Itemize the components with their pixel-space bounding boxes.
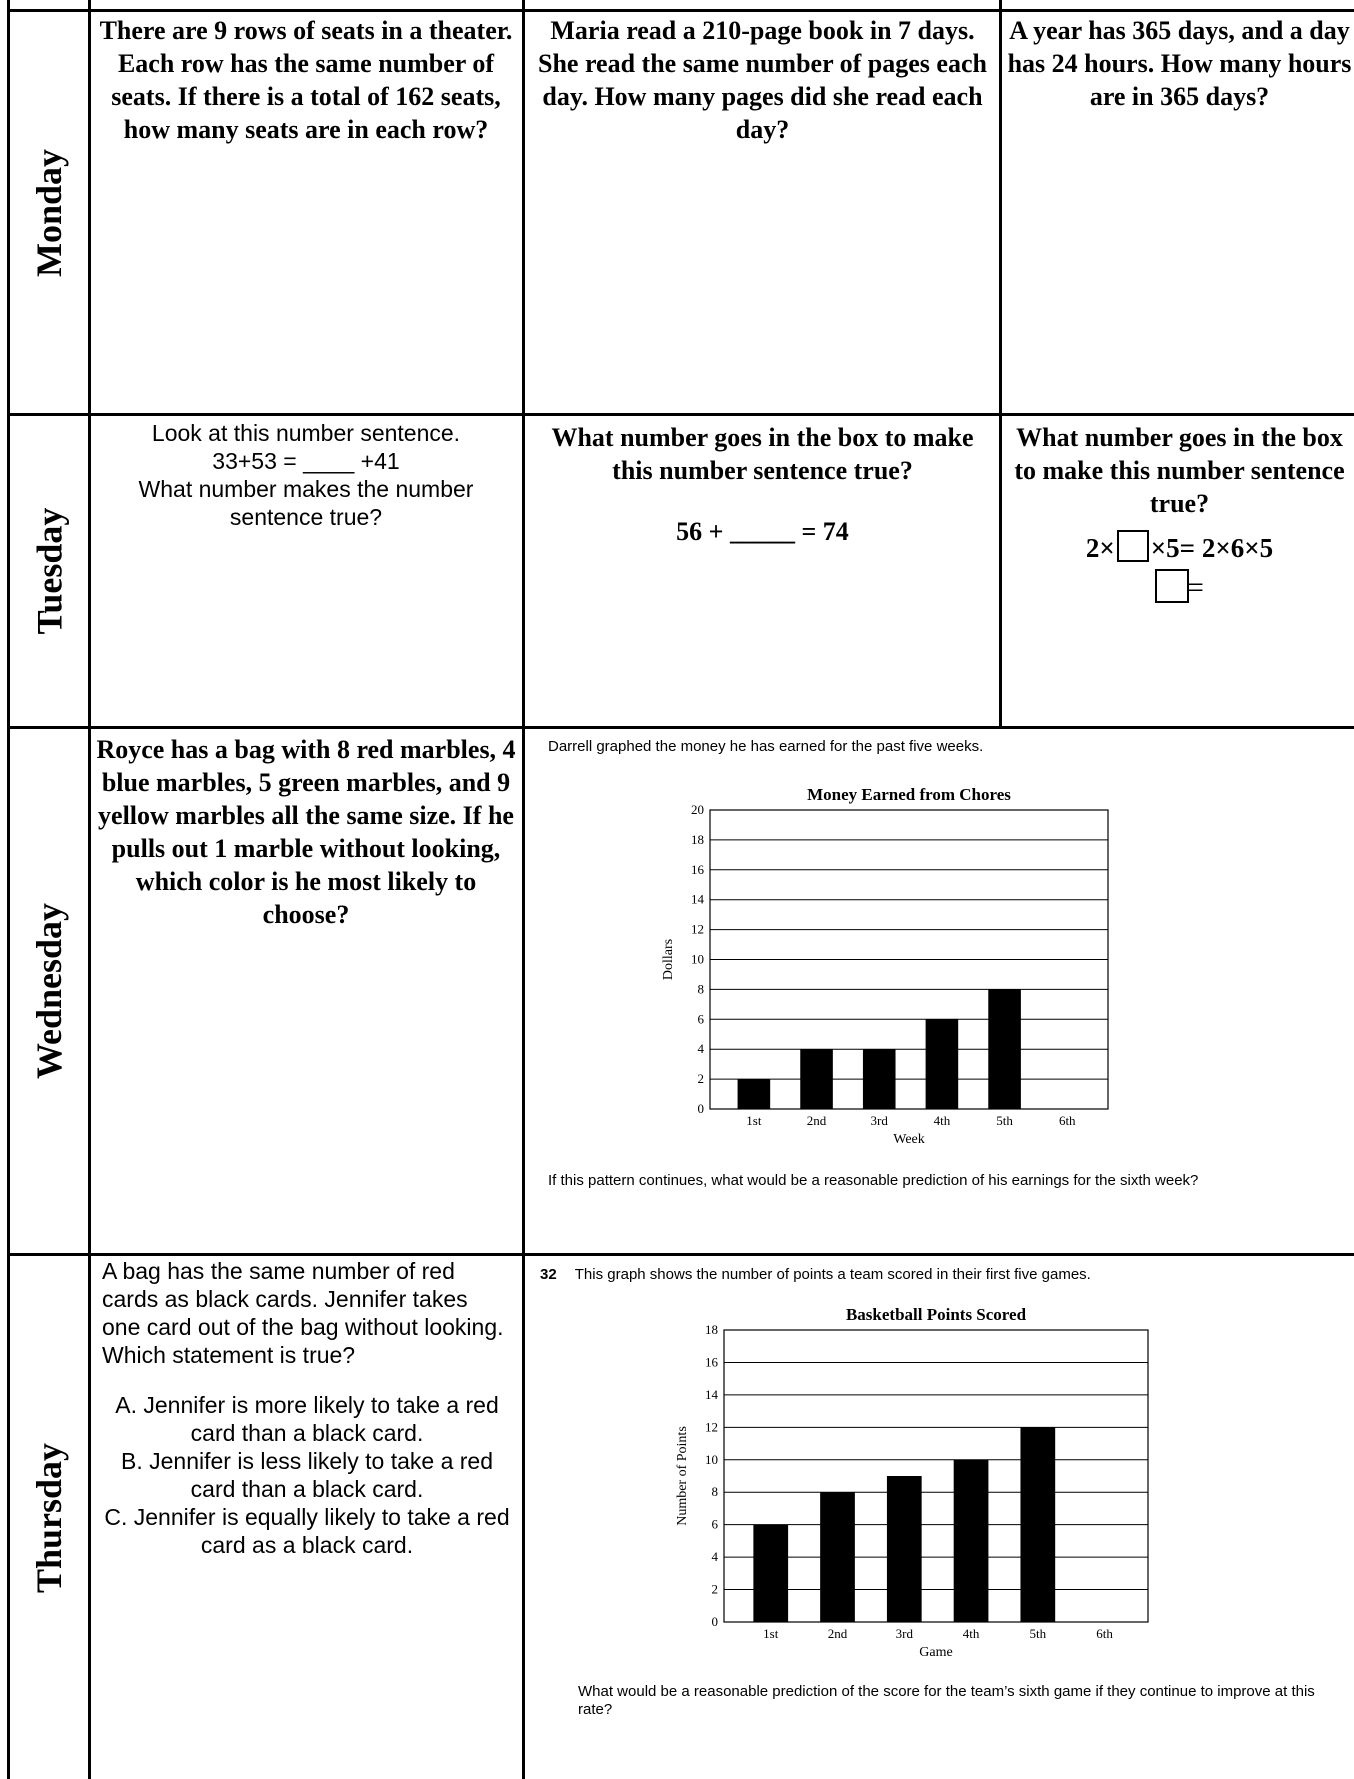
- thursday-question-1: A bag has the same number of red cards a…: [102, 1257, 512, 1559]
- y-tick-label: 4: [712, 1549, 719, 1564]
- plot-frame: [709, 809, 1109, 1110]
- y-tick-label: 2: [698, 1071, 705, 1086]
- monday-question-2: Maria read a 210-page book in 7 days. Sh…: [538, 16, 987, 144]
- x-tick-label: 6th: [1059, 1113, 1076, 1128]
- bar-4th: [925, 1019, 959, 1109]
- x-tick-label: 3rd: [896, 1626, 914, 1641]
- grid-line-row-3: [7, 1253, 1354, 1256]
- grid-line-column-3: [999, 0, 1002, 728]
- box-equals-line: =: [1007, 569, 1352, 606]
- plot-frame: [723, 1329, 1149, 1623]
- y-tick-label: 0: [698, 1101, 705, 1116]
- tuesday-question-1: Look at this number sentence. 33+53 = __…: [138, 420, 474, 530]
- day-label-wednesday: Wednesday: [29, 902, 70, 1080]
- y-tick-label: 0: [712, 1614, 719, 1629]
- bar-1st: [737, 1079, 771, 1109]
- answer-choices: A. Jennifer is more likely to take a red…: [102, 1391, 512, 1559]
- bar-3rd: [862, 1049, 896, 1109]
- y-tick-label: 14: [705, 1387, 719, 1402]
- choice-a: A. Jennifer is more likely to take a red…: [115, 1392, 499, 1446]
- chart-title: Money Earned from Chores: [807, 785, 1011, 804]
- grid-line-day-column: [88, 0, 91, 1779]
- monday-question-1: There are 9 rows of seats in a theater. …: [99, 16, 513, 144]
- y-tick-label: 18: [691, 832, 704, 847]
- money-earned-chart: Money Earned from Chores 0 2 4 6 8 10 12 14 16 18 2…: [661, 785, 1109, 1147]
- x-tick-label: 5th: [1030, 1626, 1047, 1641]
- bar-1st: [753, 1524, 789, 1622]
- bar-5th: [1020, 1427, 1056, 1622]
- question-number: 32: [540, 1266, 557, 1283]
- x-tick-label: 1st: [763, 1626, 779, 1641]
- tuesday-question-2: What number goes in the box to make this…: [530, 421, 995, 548]
- y-axis-label: Number of Points: [675, 1426, 690, 1526]
- y-tick-label: 8: [698, 981, 705, 996]
- day-label-thursday: Thursday: [29, 1442, 70, 1593]
- wednesday-question-1: Royce has a bag with 8 red marbles, 4 bl…: [96, 735, 516, 929]
- day-label-tuesday: Tuesday: [29, 507, 69, 635]
- bar-3rd: [886, 1476, 922, 1622]
- tuesday-equation: 56 + _____ = 74: [676, 517, 849, 546]
- basketball-points-chart: Basketball Points Scored 0 2 4 6 8 10 12 14 16 18 1…: [675, 1305, 1149, 1660]
- grid-line-left: [7, 0, 10, 1779]
- monday-question-3: A year has 365 days, and a day has 24 ho…: [1007, 16, 1352, 111]
- tuesday-question-3: What number goes in the box to make this…: [1007, 421, 1352, 606]
- x-axis-label: Game: [919, 1645, 952, 1660]
- grid-line-top: [7, 9, 1354, 12]
- y-tick-label: 4: [698, 1041, 705, 1056]
- y-tick-label: 10: [705, 1452, 718, 1467]
- bar-2nd: [800, 1049, 833, 1109]
- grid-line-row-2: [7, 726, 1354, 729]
- x-tick-label: 4th: [963, 1626, 980, 1641]
- y-tick-label: 8: [712, 1484, 719, 1499]
- box-equation: 2× ×5= 2×6×5: [1007, 530, 1352, 565]
- x-tick-label: 1st: [746, 1113, 762, 1128]
- answer-box-2: [1155, 569, 1190, 603]
- y-tick-label: 16: [705, 1354, 719, 1369]
- x-tick-label: 2nd: [828, 1626, 848, 1641]
- y-tick-label: 14: [691, 892, 705, 907]
- thursday-question-2-prompt: What would be a reasonable prediction of…: [578, 1683, 1315, 1718]
- grid-line-row-1: [7, 413, 1354, 416]
- grid-line-column-2: [522, 0, 525, 1779]
- y-axis-label: Dollars: [661, 939, 676, 980]
- x-tick-label: 6th: [1096, 1626, 1113, 1641]
- y-tick-label: 18: [705, 1322, 718, 1337]
- bar-5th: [988, 989, 1021, 1109]
- y-tick-label: 12: [705, 1419, 718, 1434]
- x-axis-label: Week: [893, 1132, 925, 1147]
- wednesday-question-2-prompt: If this pattern continues, what would be…: [548, 1172, 1199, 1189]
- y-tick-label: 6: [698, 1011, 705, 1026]
- wednesday-question-2: Darrell graphed the money he has earned …: [548, 738, 984, 755]
- bar-2nd: [820, 1492, 855, 1622]
- choice-c: C. Jennifer is equally likely to take a …: [104, 1504, 510, 1558]
- x-tick-label: 5th: [996, 1113, 1013, 1128]
- bar-4th: [953, 1459, 989, 1622]
- choice-b: B. Jennifer is less likely to take a red…: [121, 1448, 493, 1502]
- chart-title: Basketball Points Scored: [846, 1305, 1027, 1324]
- day-label-monday: Monday: [29, 148, 69, 277]
- y-tick-label: 6: [712, 1517, 719, 1532]
- answer-box: [1116, 530, 1149, 562]
- y-tick-label: 16: [691, 862, 705, 877]
- y-tick-label: 20: [691, 802, 704, 817]
- thursday-question-2: 32 This graph shows the number of points…: [540, 1266, 1091, 1283]
- x-tick-label: 3rd: [871, 1113, 889, 1128]
- x-tick-label: 2nd: [807, 1113, 827, 1128]
- y-tick-label: 10: [691, 952, 704, 967]
- y-tick-label: 2: [712, 1582, 719, 1597]
- x-tick-label: 4th: [934, 1113, 951, 1128]
- y-tick-label: 12: [691, 922, 704, 937]
